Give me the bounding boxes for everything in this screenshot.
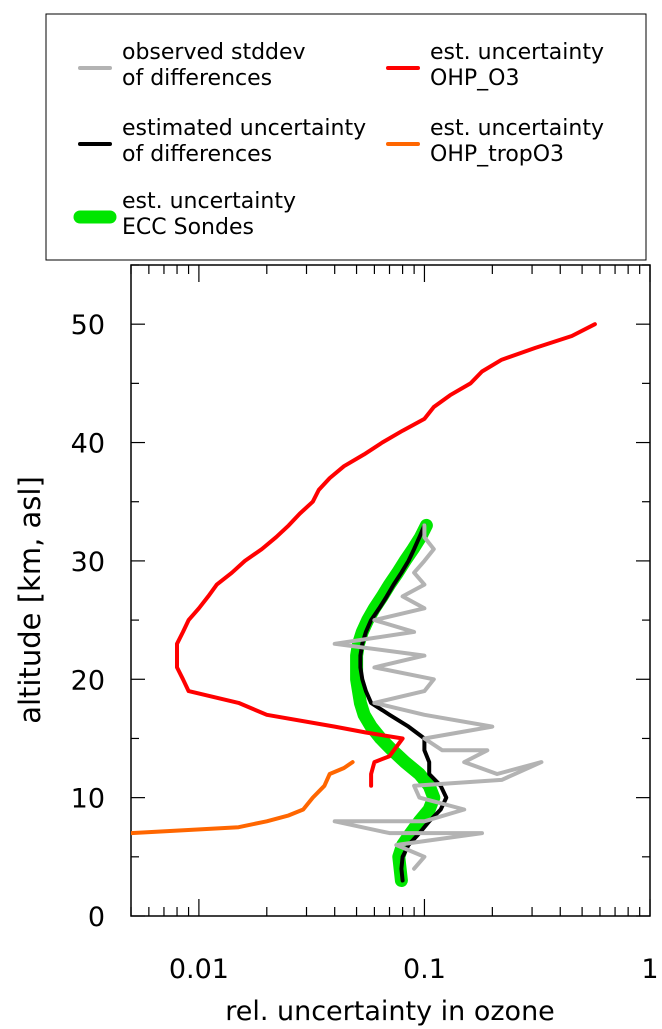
- y-tick-label: 0: [88, 902, 105, 933]
- legend-label-ohp_trop-line2: OHP_tropO3: [430, 142, 564, 167]
- y-tick-label: 20: [71, 665, 105, 696]
- legend-label-ohp_o3: est. uncertainty: [430, 40, 604, 65]
- y-tick-label: 50: [71, 310, 105, 341]
- y-tick-label: 40: [71, 429, 105, 460]
- legend-label-observed: observed stddev: [122, 40, 306, 65]
- legend-box: [45, 13, 647, 261]
- y-tick-label: 30: [71, 547, 105, 578]
- y-tick-label: 10: [71, 784, 105, 815]
- legend-label-ecc: est. uncertainty: [122, 189, 296, 214]
- x-tick-label: 0.1: [403, 954, 446, 985]
- y-axis-label: altitude [km, asl]: [13, 476, 47, 724]
- x-axis-label: rel. uncertainty in ozone: [225, 996, 555, 1027]
- series-line-ohp_trop: [131, 760, 355, 836]
- series-line-ohp_o3: [175, 322, 597, 788]
- x-tick-label: 1: [641, 954, 658, 985]
- series-line-observed: [332, 523, 544, 871]
- legend-label-estimated-line2: of differences: [122, 142, 272, 167]
- plot-frame: [130, 264, 651, 917]
- legend-label-observed-line2: of differences: [122, 66, 272, 91]
- legend-label-ecc-line2: ECC Sondes: [122, 215, 254, 240]
- legend-label-ohp_o3-line2: OHP_O3: [430, 66, 519, 91]
- legend-label-ohp_trop: est. uncertainty: [430, 116, 604, 141]
- x-tick-label: 0.01: [169, 954, 229, 985]
- legend-label-estimated: estimated uncertainty: [122, 116, 366, 141]
